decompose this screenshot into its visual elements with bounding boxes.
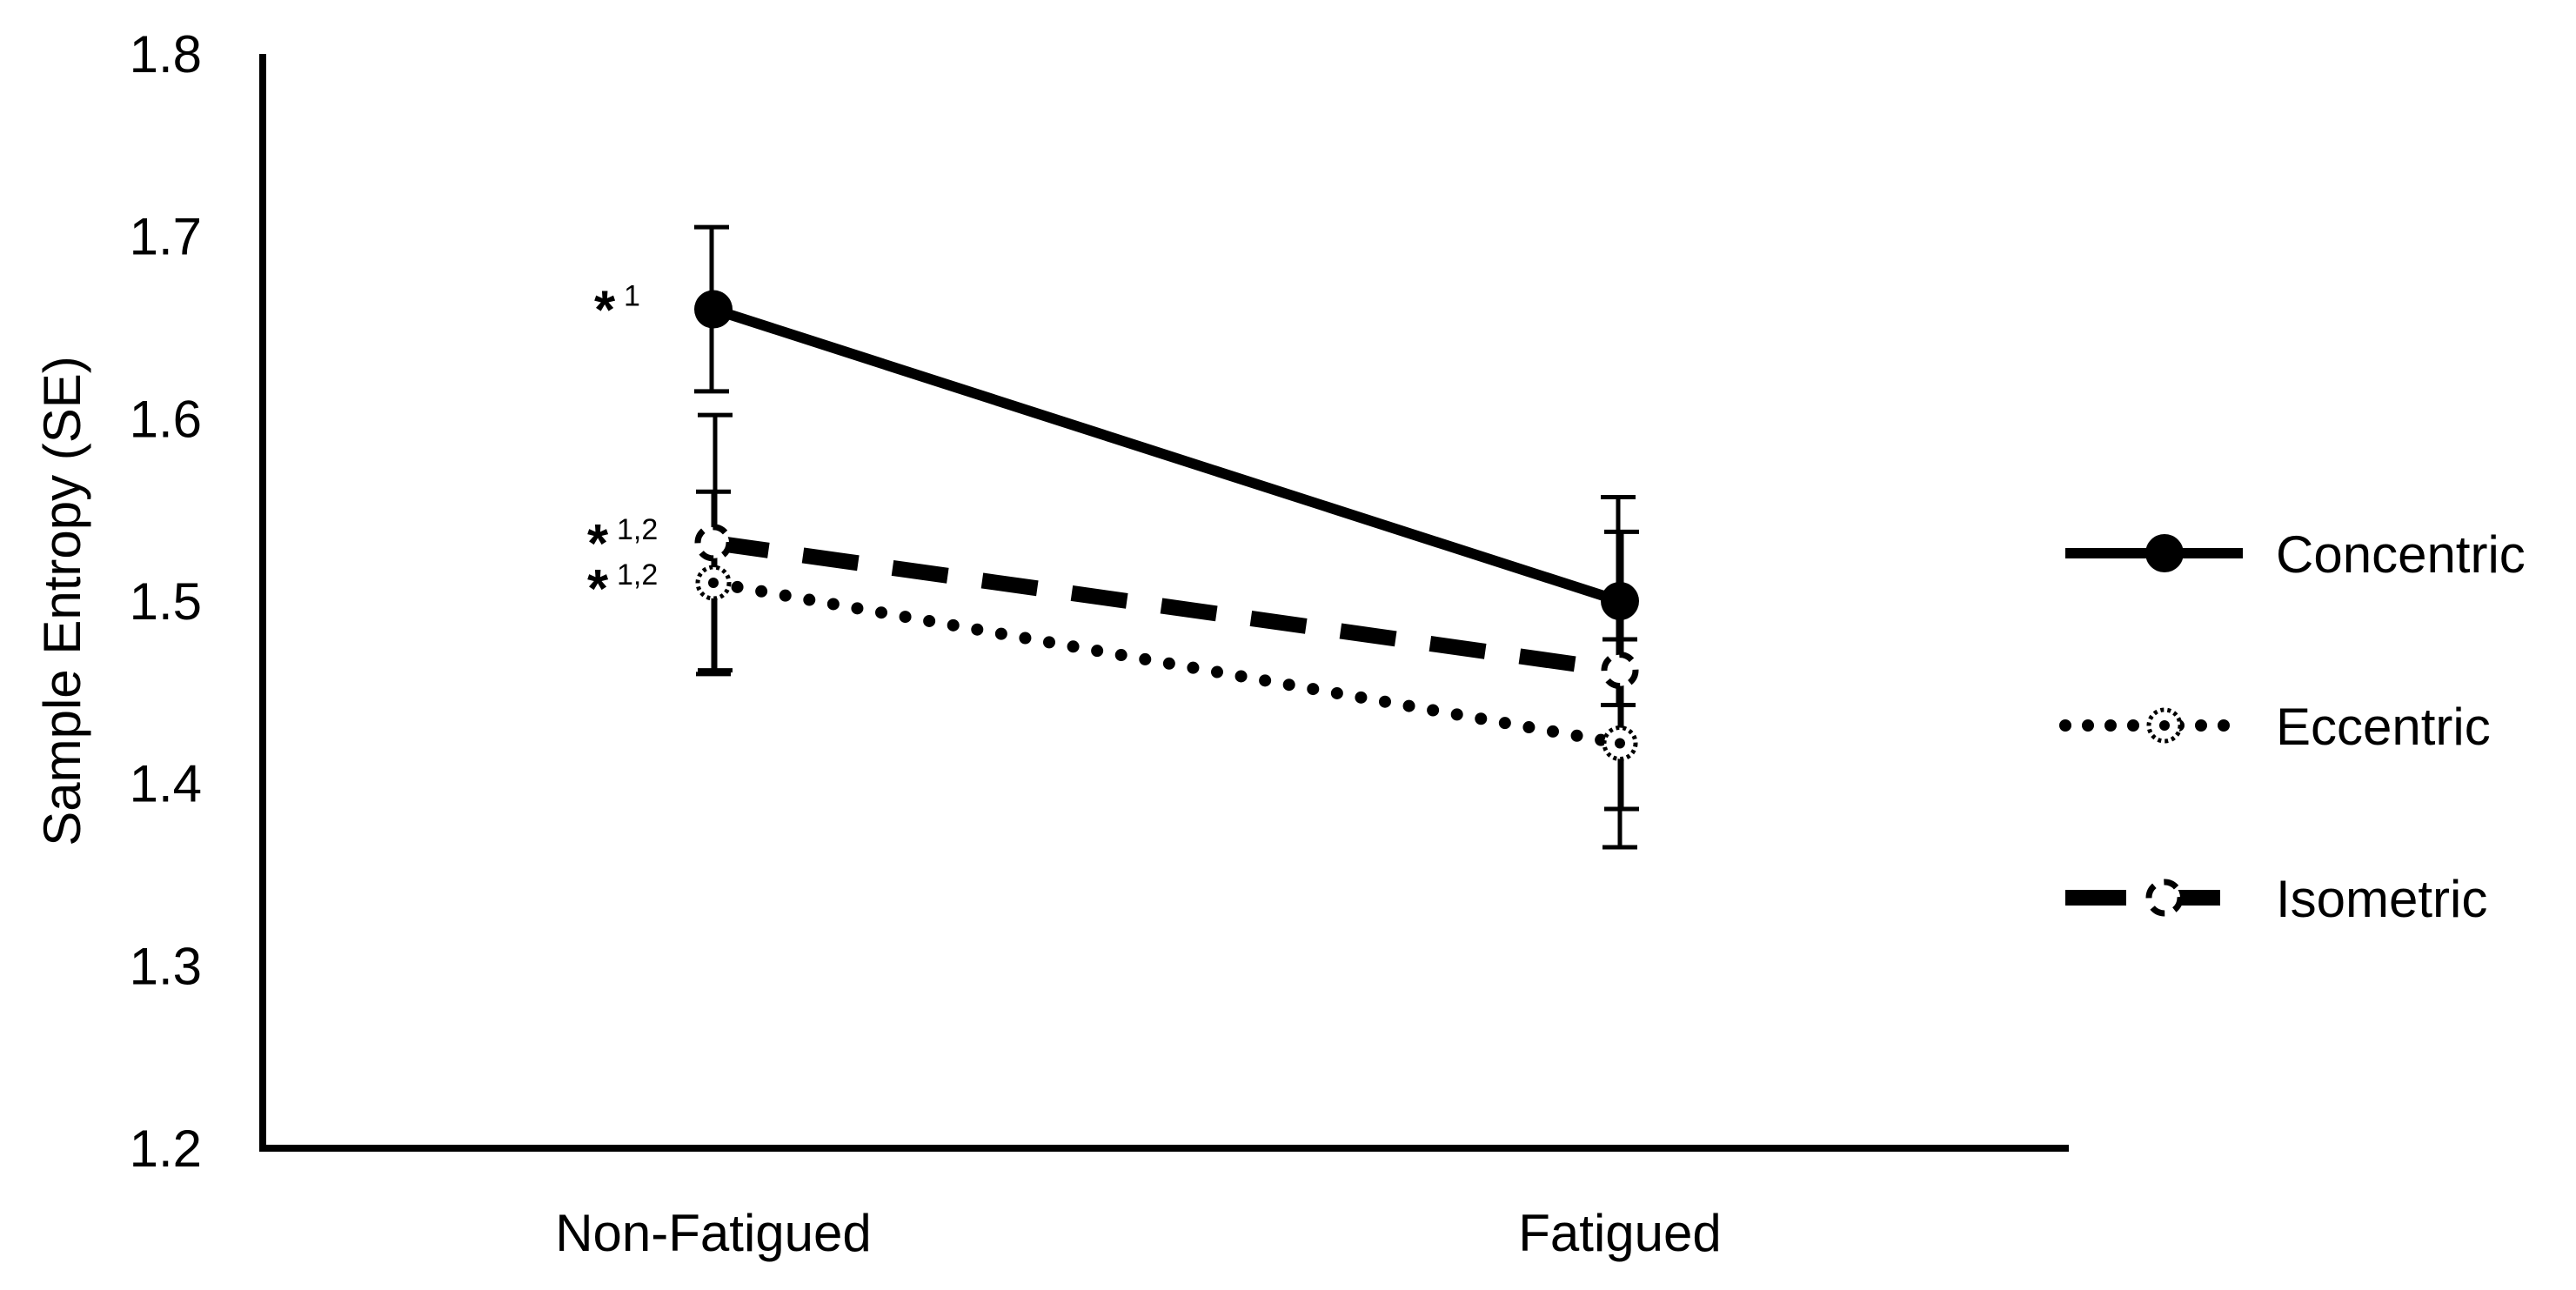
legend-label-concentric: Concentric [2276,525,2526,584]
y-tick-label: 1.3 [130,937,202,995]
data-point-concentric [1601,582,1639,620]
y-tick-label: 1.7 [130,208,202,266]
x-tick-label: Fatigued [1518,1204,1722,1262]
series-line-concentric [712,304,1622,606]
plot-area: 1.2 1.3 1.4 1.5 1.6 1.7 1.8 Non-Fatigued Fatigue… [33,25,2069,1262]
significance-superscript: 1 [624,280,640,313]
significance-star: * [587,559,609,619]
legend-label-eccentric: Eccentric [2276,698,2491,756]
y-tick-label: 1.4 [130,755,202,813]
data-point-eccentric-center [1615,738,1625,749]
data-point-concentric [694,290,733,329]
legend: Concentric Eccentric Isometric [2059,525,2526,928]
y-tick-label: 1.2 [130,1120,202,1178]
legend-label-isometric: Isometric [2276,870,2487,928]
significance-superscript: 1,2 [617,513,658,546]
legend-marker-isometric [2145,879,2184,917]
legend-marker-concentric [2145,534,2184,572]
x-tick-label: Non-Fatigued [555,1204,872,1262]
legend-marker-eccentric-center [2159,720,2170,731]
data-point-eccentric-center [708,578,719,589]
y-tick-label: 1.6 [130,390,202,448]
significance-star: * [587,514,609,574]
series-line-eccentric [707,577,1626,750]
significance-star: * [594,281,616,341]
data-point-isometric [694,524,733,562]
data-point-isometric [1601,652,1639,690]
y-tick-label: 1.5 [130,572,202,631]
significance-superscript: 1,2 [617,558,658,592]
y-tick-label: 1.8 [130,25,202,84]
series-line-isometric [712,534,1622,678]
y-axis-title: Sample Entropy (SE) [33,356,91,846]
